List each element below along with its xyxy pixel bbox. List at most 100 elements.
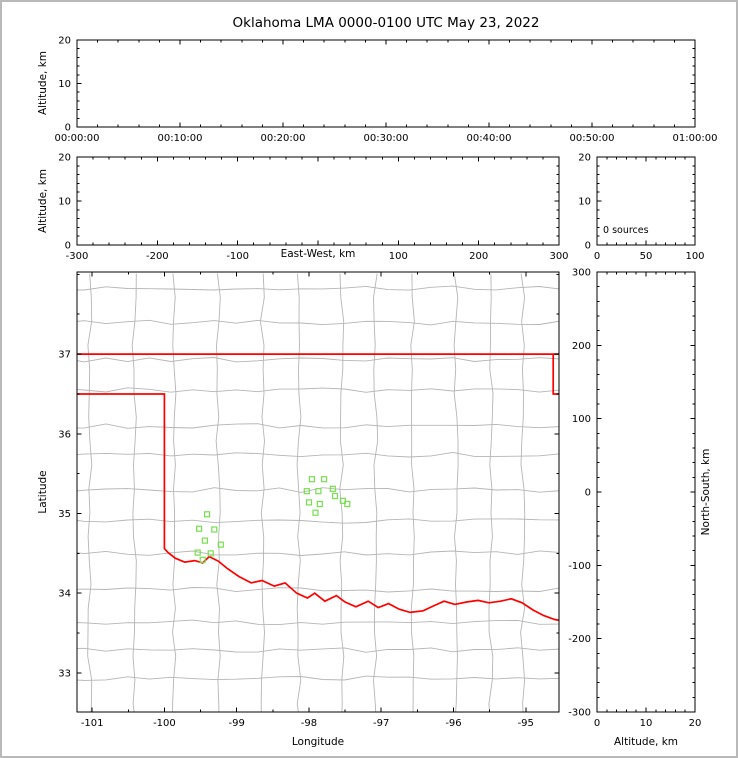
x-tick-label: -300 [66,251,89,262]
panel-frame [76,156,560,246]
county-line [296,273,302,712]
x-tick-label: -95 [518,718,534,729]
county-line [77,675,559,681]
x-tick-label: -97 [373,718,389,729]
y-tick-label: 0 [585,488,591,499]
y-tick-label: 200 [572,341,591,352]
county-line [77,423,559,429]
x-tick-label: 01:00:00 [673,133,718,144]
lma-station-marker [329,485,336,492]
y-tick-label: -300 [568,708,591,719]
axis-label-altitude-ns-panel: Altitude, km [613,736,679,748]
x-tick-label: 00:00:00 [55,133,100,144]
county-line [77,647,559,653]
axis-label-altitude-ew-panel: Altitude, km [37,168,49,234]
x-tick-label: 20 [689,718,702,729]
map-county-lines [77,273,559,712]
x-tick-label: -98 [301,718,317,729]
x-tick-label: 10 [640,718,653,729]
panel-plan-view-map: -101 -100 -99 -98 -97 -96 -95 33 34 35 36 37 [58,271,560,729]
state-border-line [77,393,559,622]
county-line [410,273,415,712]
x-tick-label: -200 [146,251,169,262]
x-tick-label: 100 [389,251,408,262]
y-tick-label: 20 [578,153,591,164]
lma-station-marker [194,549,201,556]
lma-station-marker [315,488,322,495]
lma-station-marker [303,488,310,495]
y-tick-label: 0 [65,241,71,252]
panel-altitude-histogram: 0 50 100 0 10 20 [578,153,704,263]
county-line [373,273,379,712]
county-line [77,550,559,556]
x-tick-label: 00:10:00 [158,133,203,144]
lma-station-marker [217,541,224,548]
lma-station-marker [344,500,351,508]
sources-count-annotation: 0 sources [603,225,649,236]
lma-station-marker [196,525,203,532]
x-tick-label: 00:30:00 [364,133,409,144]
state-border-line [552,354,559,395]
axis-label-longitude: Longitude [291,736,345,748]
axis-label-latitude: Latitude [37,470,49,514]
x-tick-label: -96 [445,718,461,729]
y-tick-label: 10 [58,197,71,208]
county-line [453,273,459,712]
figure-title: Oklahoma LMA 0000-0100 UTC May 23, 2022 [232,15,540,31]
x-tick-label: 00:50:00 [570,133,615,144]
y-tick-label: 33 [58,668,71,679]
x-tick-label: 0 [594,251,600,262]
x-tick-label: 300 [549,251,568,262]
lma-station-marker [211,526,218,533]
lma-station-marker [316,500,323,508]
county-line [77,518,559,524]
x-tick-label: 00:20:00 [261,133,306,144]
y-tick-label: 20 [58,36,71,47]
axis-label-north-south: North-South, km [700,448,712,536]
y-tick-label: -100 [568,561,591,572]
lma-station-marker [305,499,313,506]
county-line [172,273,177,712]
lma-station-marker [199,556,206,563]
y-tick-label: 100 [572,414,591,425]
county-line [131,273,137,712]
x-tick-label: 200 [469,251,488,262]
x-tick-label: 100 [685,251,704,262]
county-line [77,587,559,593]
axis-label-altitude-time-panel: Altitude, km [37,50,49,116]
county-line [87,273,93,712]
y-tick-label: -200 [568,634,591,645]
lma-station-marker [312,509,319,516]
county-line [259,273,265,712]
panel-frame [596,271,696,713]
x-tick-label: -100 [153,718,176,729]
lma-station-marker [201,537,208,544]
county-line [77,285,559,291]
panel-east-west-height: -300 -200 -100 100 200 300 0 10 20 [58,153,568,263]
panel-frame [76,271,560,713]
y-tick-label: 36 [58,429,71,440]
state-border [77,353,559,622]
y-tick-label: 10 [58,79,71,90]
county-line [77,319,559,326]
x-tick-label: -99 [229,718,245,729]
county-line [77,619,559,626]
x-tick-label: 00:40:00 [467,133,512,144]
county-line [77,387,559,393]
x-tick-label: -101 [81,718,104,729]
y-tick-label: 0 [65,123,71,134]
county-line [77,357,559,363]
lma-station-marker [331,492,339,500]
y-tick-label: 35 [58,509,71,520]
county-line [520,273,526,712]
lma-station-marker [204,511,211,518]
lma-station-marker [321,476,328,483]
lma-station-marker [207,550,214,557]
x-tick-label: -100 [226,251,249,262]
y-tick-label: 20 [58,153,71,164]
y-tick-label: 34 [58,589,71,600]
lma-stations [194,476,351,563]
panel-frame [596,156,696,246]
